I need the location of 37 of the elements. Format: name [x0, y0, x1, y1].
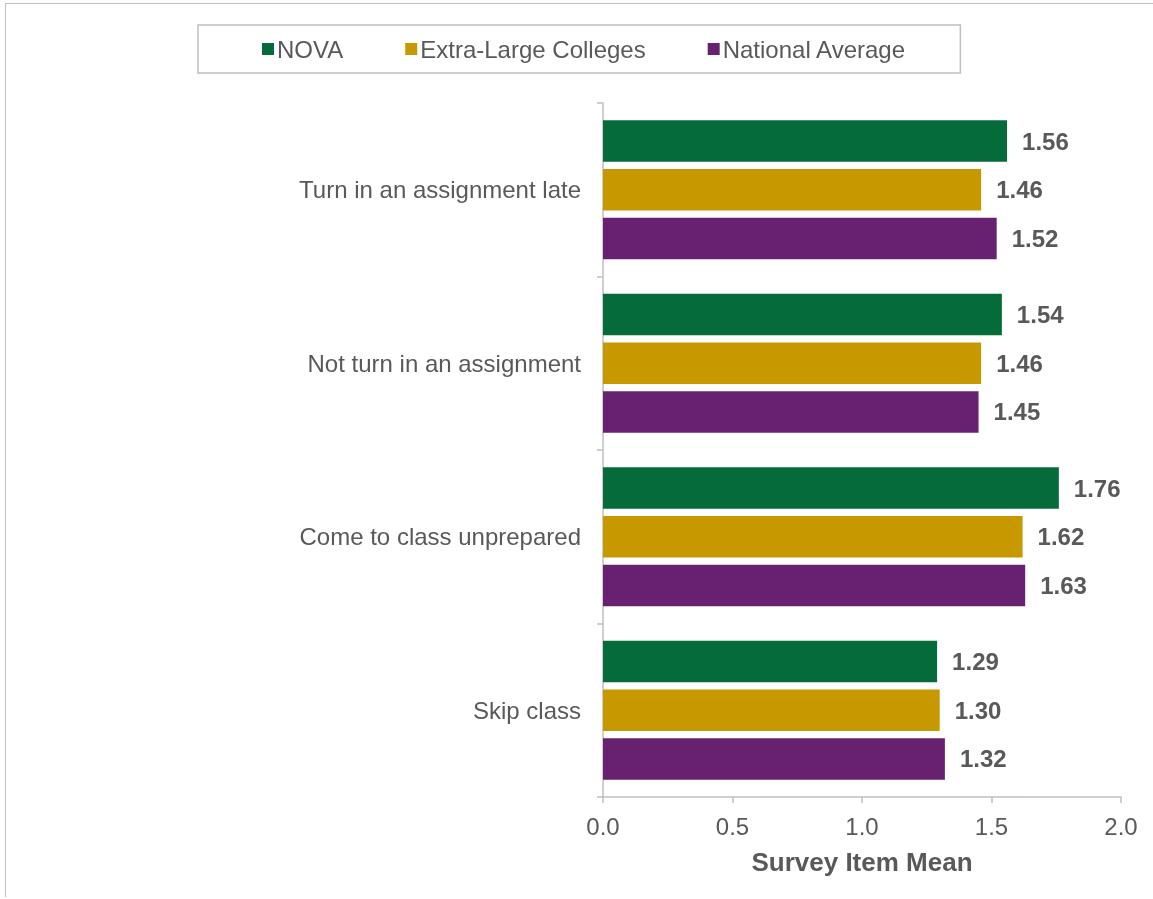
y-tick-label: Turn in an assignment late	[299, 176, 581, 204]
data-label: 1.54	[1016, 301, 1065, 329]
bar	[603, 168, 982, 211]
x-axis-title: Survey Item Mean	[751, 847, 973, 877]
y-tick-label: Come to class unprepared	[299, 523, 581, 551]
bar	[603, 738, 945, 780]
bar	[603, 689, 940, 732]
bar	[603, 217, 997, 260]
y-tick-label: Not turn in an assignment	[307, 349, 582, 377]
x-tick-label: 2.0	[1104, 812, 1138, 840]
data-label: 1.62	[1037, 523, 1085, 551]
data-label: 1.46	[996, 349, 1043, 377]
x-tick-label: 0.0	[586, 812, 620, 840]
data-label: 1.56	[1022, 127, 1069, 155]
legend-label: NOVA	[277, 35, 344, 63]
x-tick-label: 1.5	[974, 812, 1009, 840]
bar	[603, 564, 1026, 607]
y-tick-label: Skip class	[472, 696, 581, 724]
bar	[603, 640, 938, 683]
x-tick-label: 1.0	[845, 812, 879, 840]
legend-label: National Average	[722, 35, 906, 63]
data-label: 1.45	[993, 398, 1041, 426]
data-label: 1.52	[1011, 224, 1059, 252]
data-label: 1.32	[959, 745, 1007, 773]
data-label: 1.46	[996, 176, 1043, 204]
data-label: 1.63	[1040, 571, 1087, 599]
bar	[603, 515, 1023, 558]
bar	[603, 293, 1002, 336]
bar	[603, 120, 1008, 162]
bar	[603, 467, 1059, 509]
bar	[603, 391, 979, 433]
data-label: 1.30	[954, 696, 1002, 724]
x-tick-label: 0.5	[715, 812, 750, 840]
data-label: 1.76	[1073, 474, 1121, 502]
legend-label: Extra-Large Colleges	[420, 35, 646, 63]
data-label: 1.29	[952, 648, 999, 676]
bar	[603, 342, 982, 385]
